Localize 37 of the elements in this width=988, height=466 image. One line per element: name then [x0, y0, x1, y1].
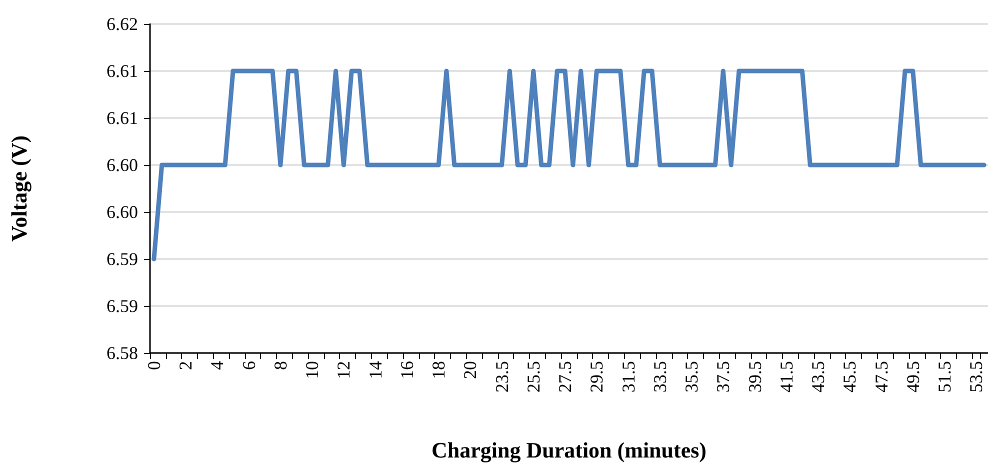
y-tick-label: 6.61: [106, 61, 138, 81]
y-tick-label: 6.58: [106, 343, 138, 363]
y-tick-label: 6.62: [106, 14, 138, 34]
x-tick-label: 33.5: [650, 361, 670, 392]
x-tick-label: 31.5: [618, 361, 638, 392]
x-tick-label: 41.5: [776, 361, 796, 392]
x-tick-label: 0: [144, 361, 164, 370]
x-tick-label: 47.5: [871, 361, 892, 392]
x-axis-title: Charging Duration (minutes): [431, 438, 707, 462]
x-tick-label: 53.5: [966, 361, 986, 392]
x-tick-label: 16: [396, 361, 417, 379]
y-tick-label: 6.59: [106, 249, 138, 269]
x-tick-label: 6: [238, 361, 259, 370]
x-tick-label: 43.5: [808, 361, 828, 392]
x-tick-label: 37.5: [713, 361, 734, 392]
x-tick-label: 4: [207, 361, 228, 370]
x-tick-label: 51.5: [934, 361, 955, 392]
x-tick-label: 2: [176, 361, 196, 370]
y-tick-label: 6.60: [106, 202, 138, 222]
x-tick-label: 27.5: [555, 361, 576, 392]
x-tick-label: 45.5: [840, 361, 860, 392]
x-tick-label: 29.5: [586, 361, 607, 392]
x-tick-label: 20: [460, 361, 480, 379]
y-tick-label: 6.60: [106, 155, 138, 175]
y-tick-label: 6.59: [106, 296, 138, 316]
x-tick-label: 18: [428, 361, 449, 379]
x-tick-label: 23.5: [492, 361, 512, 392]
x-tick-label: 35.5: [682, 361, 702, 392]
y-axis-title: Voltage (V): [6, 135, 32, 242]
y-tick-label: 6.61: [106, 108, 138, 128]
x-tick-label: 25.5: [523, 361, 544, 392]
x-tick-label: 39.5: [744, 361, 765, 392]
x-tick-label: 12: [334, 361, 354, 379]
x-tick-label: 10: [302, 361, 322, 379]
x-tick-label: 49.5: [902, 361, 923, 392]
x-tick-label: 8: [270, 361, 290, 370]
x-tick-label: 14: [365, 361, 386, 379]
